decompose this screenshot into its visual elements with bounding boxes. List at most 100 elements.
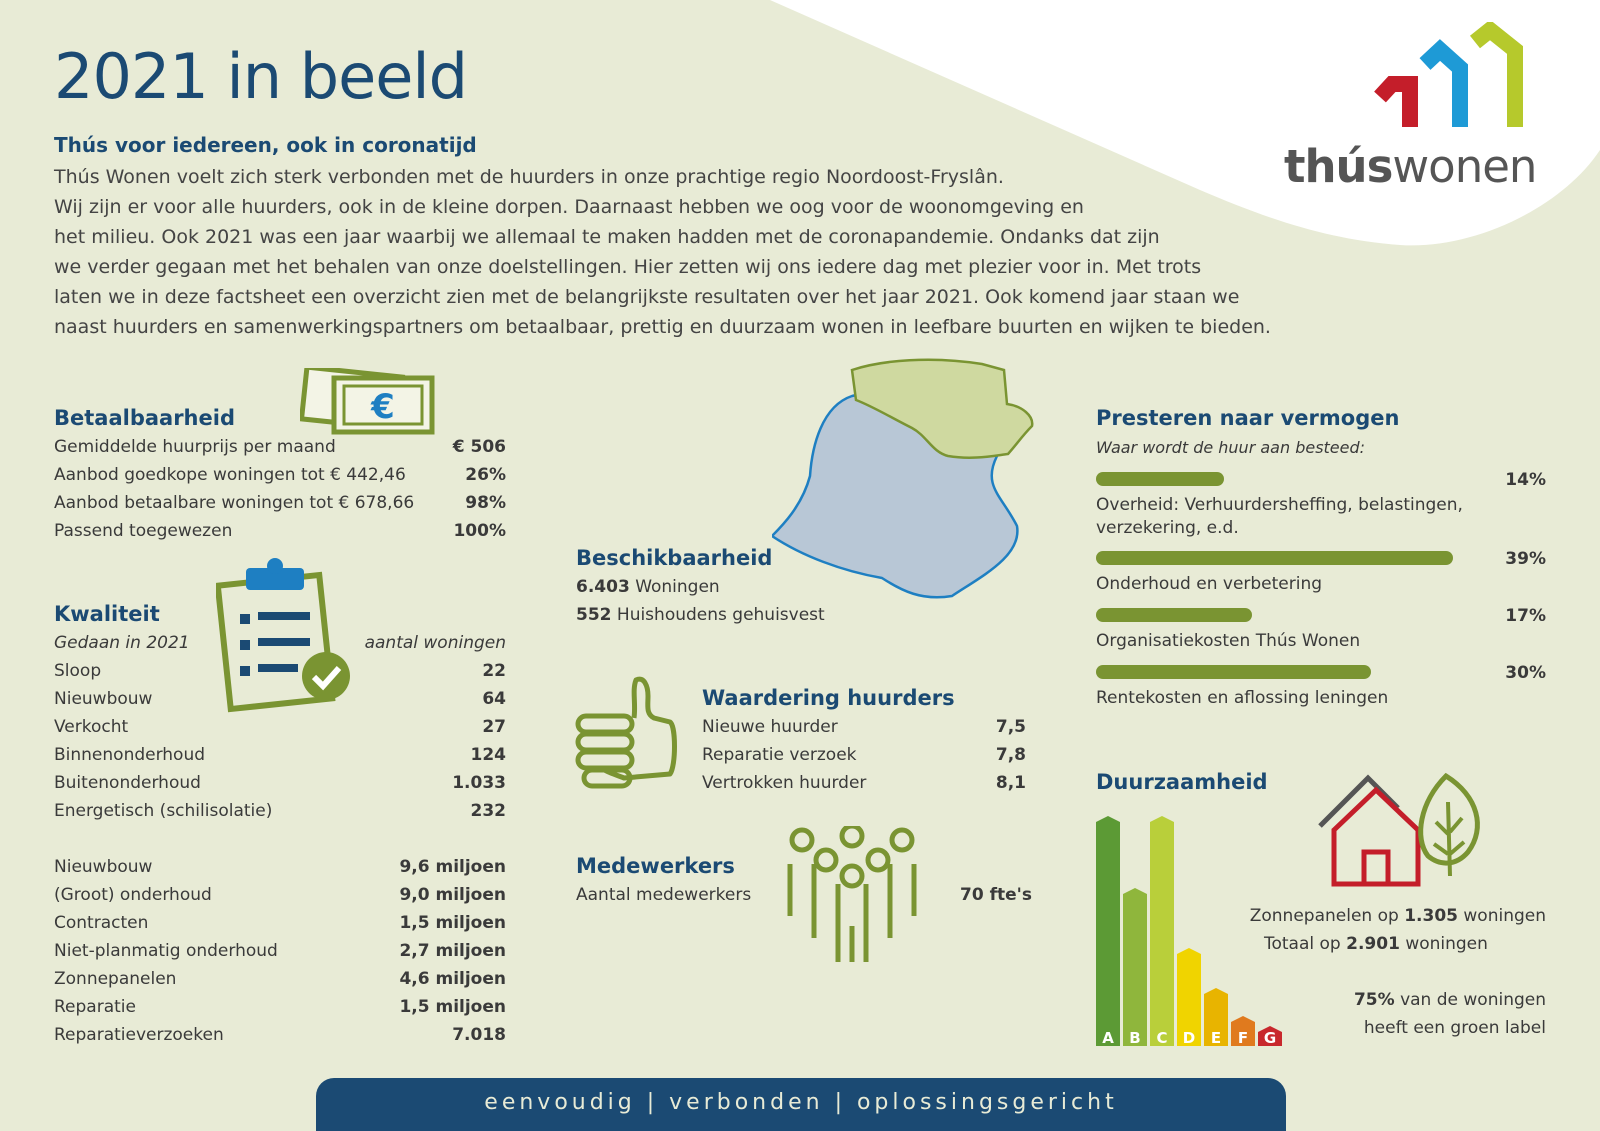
- table-row: Buitenonderhoud 1.033: [54, 773, 506, 793]
- energy-label-text: C: [1156, 1029, 1167, 1047]
- spend-bar: [1096, 551, 1453, 565]
- intro-line: het milieu. Ook 2021 was een jaar waarbi…: [54, 226, 1160, 248]
- totaal-line: Totaal op 2.901 woningen: [1264, 934, 1488, 954]
- row-label: Buitenonderhoud: [54, 773, 201, 793]
- spend-label: Organisatiekosten Thús Wonen: [1096, 631, 1361, 651]
- table-row: Reparatie verzoek 7,8: [702, 745, 1026, 765]
- column-left: € Betaalbaarheid Gemiddelde huurprijs pe…: [54, 0, 506, 1131]
- row-value: 1,5 miljoen: [399, 913, 506, 933]
- row-label: (Groot) onderhoud: [54, 885, 212, 905]
- row-value: 1,5 miljoen: [399, 997, 506, 1017]
- row-value: 26%: [465, 465, 506, 485]
- kwaliteit-heading: Kwaliteit: [54, 602, 160, 626]
- table-row: Energetisch (schilisolatie) 232: [54, 801, 506, 821]
- table-row: Nieuwbouw 64: [54, 689, 506, 709]
- thumbs-up-icon: [575, 676, 677, 789]
- energy-label-text: F: [1238, 1029, 1248, 1047]
- intro-paragraph: Thús Wonen voelt zich sterk verbonden me…: [54, 162, 1294, 342]
- row-label: Aanbod betaalbare woningen tot € 678,66: [54, 493, 415, 513]
- spend-label: Rentekosten en aflossing leningen: [1096, 688, 1389, 708]
- column-header: aantal woningen: [364, 633, 506, 653]
- row-label: Aanbod goedkope woningen tot € 442,46: [54, 465, 406, 485]
- energy-label-text: D: [1183, 1029, 1195, 1047]
- table-row: Aanbod goedkope woningen tot € 442,46 26%: [54, 465, 506, 485]
- energy-bar-A: [1096, 816, 1120, 1046]
- energy-label-text: G: [1264, 1029, 1276, 1047]
- table-row: Nieuwbouw 9,6 miljoen: [54, 857, 506, 877]
- energy-label-text: B: [1129, 1029, 1140, 1047]
- row-value: 232: [470, 801, 507, 821]
- table-row: Contracten 1,5 miljoen: [54, 913, 506, 933]
- row-label: Binnenonderhoud: [54, 745, 206, 765]
- spend-percent: 17%: [1505, 606, 1546, 626]
- people-group-icon: [787, 826, 917, 962]
- table-row: Reparatieverzoeken 7.018: [54, 1025, 506, 1045]
- row-value: 100%: [453, 521, 506, 541]
- intro-line: we verder gegaan met het behalen van onz…: [54, 256, 1202, 278]
- row-label: Sloop: [54, 661, 102, 681]
- spend-percent: 30%: [1505, 663, 1546, 683]
- presteren-heading: Presteren naar vermogen: [1096, 406, 1400, 430]
- row-label: Reparatie: [54, 997, 136, 1017]
- medewerkers-value: 70 fte's: [960, 885, 1032, 905]
- row-label: Verkocht: [54, 717, 129, 737]
- house-leaf-icon: [1318, 772, 1480, 887]
- column-header: Gedaan in 2021: [54, 633, 190, 653]
- column-right: Presteren naar vermogen Waar wordt de hu…: [1096, 0, 1546, 1131]
- beschikbaarheid-line: 6.403 Woningen: [576, 577, 720, 597]
- row-label: Reparatieverzoeken: [54, 1025, 224, 1045]
- table-row: Aanbod betaalbare woningen tot € 678,66 9…: [54, 493, 506, 513]
- spend-bar: [1096, 608, 1252, 622]
- money-icon: €: [300, 368, 435, 435]
- clipboard-checklist-icon: [216, 558, 350, 713]
- table-row: Passend toegewezen 100%: [54, 521, 506, 541]
- row-value: 9,6 miljoen: [399, 857, 506, 877]
- betaalbaarheid-heading: Betaalbaarheid: [54, 406, 235, 430]
- row-value: 2,7 miljoen: [399, 941, 506, 961]
- beschikbaarheid-line: 552 Huishoudens gehuisvest: [576, 605, 825, 625]
- row-value: 64: [482, 689, 506, 709]
- row-value: 4,6 miljoen: [399, 969, 506, 989]
- groen-label-line: 75% van de woningen: [1353, 990, 1546, 1010]
- table-row: Gemiddelde huurprijs per maand € 506: [54, 437, 506, 457]
- table-row: Zonnepanelen 4,6 miljoen: [54, 969, 506, 989]
- zonnepanelen-line: Zonnepanelen op 1.305 woningen: [1249, 906, 1546, 926]
- table-row: Reparatie 1,5 miljoen: [54, 997, 506, 1017]
- energy-bar-F: [1231, 1016, 1255, 1046]
- row-label: Nieuwbouw: [54, 857, 153, 877]
- header-corner-shape: [770, 0, 1600, 246]
- energy-bar-C: [1150, 816, 1174, 1046]
- row-label: Nieuwbouw: [54, 689, 153, 709]
- duurzaamheid-heading: Duurzaamheid: [1096, 770, 1268, 794]
- spend-percent: 14%: [1505, 470, 1546, 490]
- table-header-row: Gedaan in 2021 aantal woningen: [54, 633, 506, 653]
- svg-text:€: €: [370, 387, 395, 427]
- row-value: 22: [482, 661, 506, 681]
- presteren-subheading: Waar wordt de huur aan besteed:: [1096, 438, 1366, 457]
- spend-label: Overheid: Verhuurdersheffing, belastinge…: [1096, 495, 1463, 538]
- row-value: 7,8: [995, 745, 1026, 765]
- row-value: 9,0 miljoen: [399, 885, 506, 905]
- spend-bar: [1096, 472, 1224, 486]
- table-row: Niet-planmatig onderhoud 2,7 miljoen: [54, 941, 506, 961]
- row-value: € 506: [452, 437, 506, 457]
- row-value: 124: [470, 745, 507, 765]
- row-label: Vertrokken huurder: [702, 773, 867, 793]
- intro-line: Wij zijn er voor alle huurders, ook in d…: [54, 196, 1084, 218]
- column-middle: Beschikbaarheid 6.403 Woningen 552 Huish…: [575, 0, 1034, 1131]
- row-value: 1.033: [452, 773, 506, 793]
- row-label: Niet-planmatig onderhoud: [54, 941, 278, 961]
- row-label: Gemiddelde huurprijs per maand: [54, 437, 336, 457]
- row-value: 7,5: [995, 717, 1026, 737]
- row-value: 98%: [465, 493, 506, 513]
- region-map-icon: [772, 358, 1034, 599]
- row-label: Energetisch (schilisolatie): [54, 801, 273, 821]
- row-value: 8,1: [995, 773, 1026, 793]
- energy-bar-G: [1258, 1026, 1282, 1046]
- row-label: Passend toegewezen: [54, 521, 233, 541]
- row-label: Zonnepanelen: [54, 969, 177, 989]
- table-row: Verkocht 27: [54, 717, 506, 737]
- energy-label-text: E: [1211, 1029, 1221, 1047]
- page-subtitle: Thús voor iedereen, ook in coronatijd: [54, 133, 477, 157]
